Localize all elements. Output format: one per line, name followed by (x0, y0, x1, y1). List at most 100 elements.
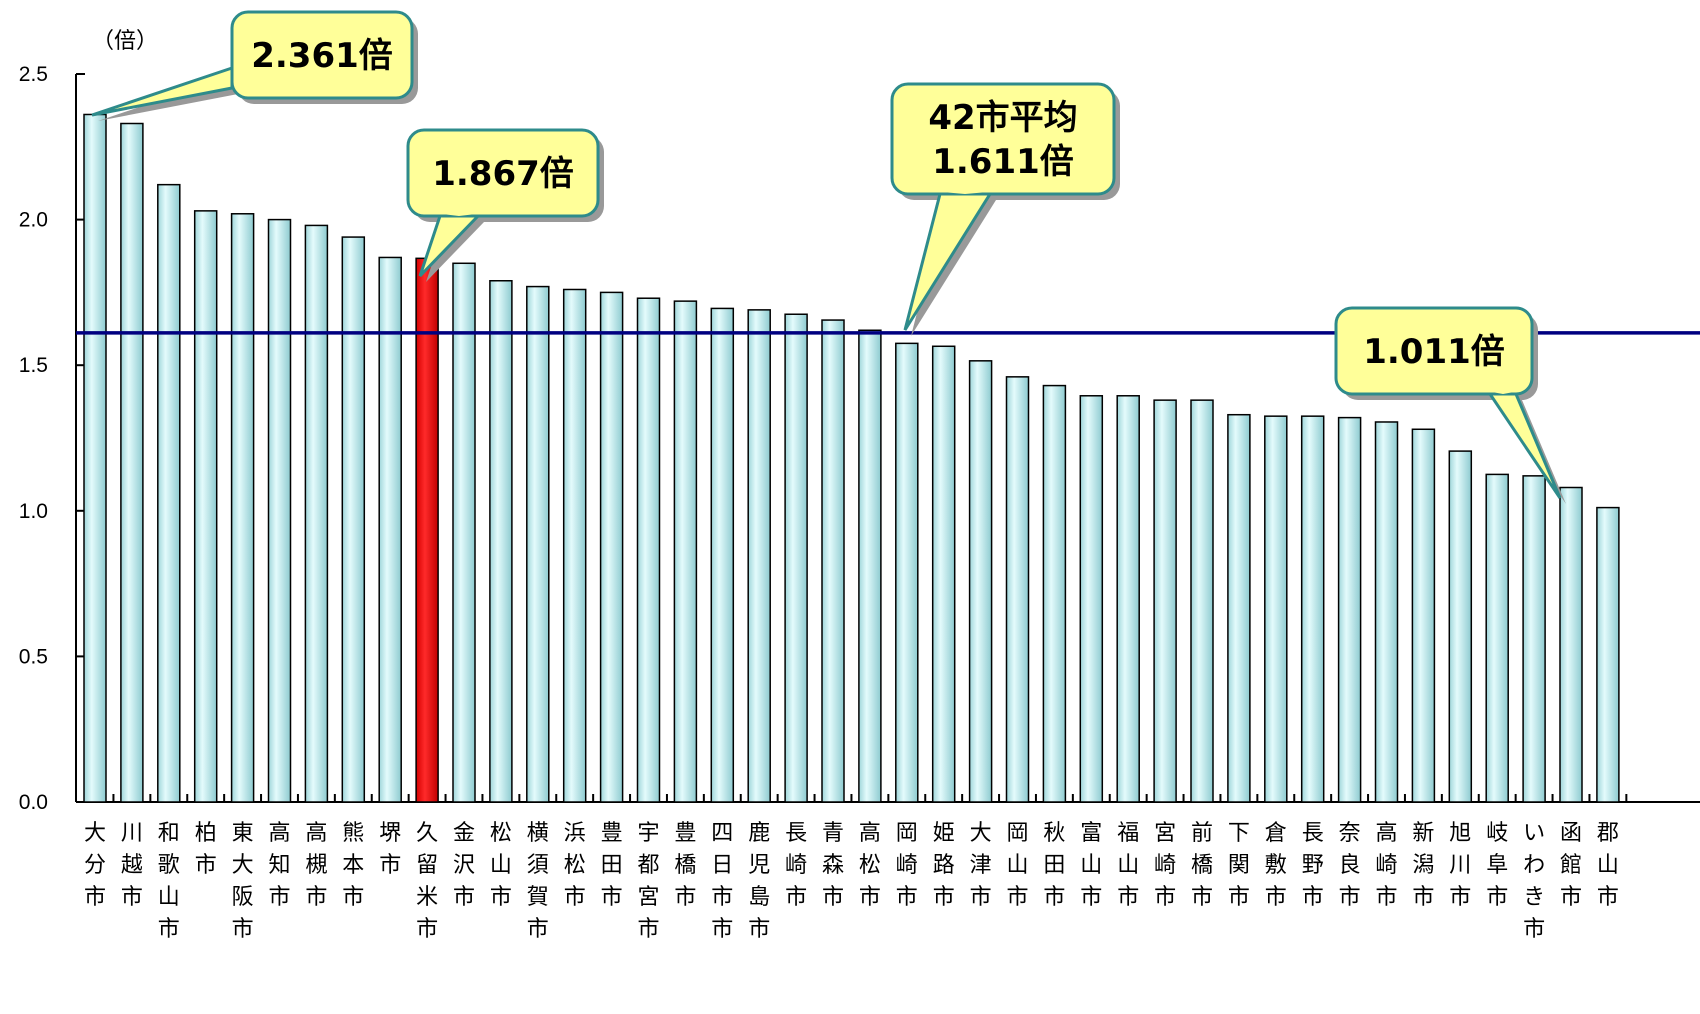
bar (489, 280, 513, 803)
bars (83, 113, 1620, 803)
y-tick-label: 0.0 (19, 791, 48, 814)
bar (452, 262, 476, 803)
callout-text: 2.361倍 (251, 36, 393, 76)
category-label: 郡山市 (1597, 821, 1619, 910)
bar (1374, 421, 1399, 803)
bar (636, 297, 661, 803)
callout-min: 1.011倍 (1334, 306, 1566, 504)
bar (1264, 415, 1288, 803)
category-label: 倉敷市 (1265, 821, 1287, 910)
bar (526, 285, 550, 803)
category-label: 熊本市 (342, 821, 364, 910)
bar (858, 329, 882, 803)
category-label: 豊橋市 (674, 821, 696, 910)
category-label: 大津市 (970, 821, 992, 910)
bar (747, 309, 771, 803)
bar (157, 183, 181, 803)
category-label: 姫路市 (933, 821, 955, 910)
bar (599, 291, 624, 803)
bar (1005, 376, 1030, 803)
y-tick-label: 1.5 (19, 354, 48, 377)
bar (304, 224, 329, 803)
callout-kurume: 1.867倍 (406, 128, 604, 282)
bar (1596, 506, 1620, 803)
category-label: 四日市市 (711, 821, 733, 942)
y-tick-label: 2.5 (19, 63, 48, 86)
bar (710, 307, 735, 803)
category-labels: 大分市川越市和歌山市柏市東大阪市高知市高槻市熊本市堺市久留米市金沢市松山市横須賀… (84, 821, 1619, 942)
bar (1190, 399, 1214, 803)
category-label: 長崎市 (785, 821, 807, 910)
category-label: 宇都宮市 (637, 821, 659, 942)
category-label: 横須賀市 (527, 821, 549, 942)
category-label: 宮崎市 (1154, 821, 1176, 910)
bar (931, 345, 956, 803)
bar-highlight (415, 257, 439, 803)
bar (120, 122, 144, 803)
category-label: 大分市 (84, 821, 106, 910)
category-label: 旭川市 (1449, 821, 1471, 910)
bar (1042, 384, 1067, 803)
category-label: 高松市 (859, 821, 881, 910)
bar (341, 236, 366, 803)
category-label: 岐阜市 (1486, 821, 1508, 910)
category-label: 鹿児島市 (748, 821, 770, 942)
callout-pointer-shadow (911, 200, 996, 336)
category-label: 豊田市 (601, 821, 623, 910)
bar (1227, 413, 1251, 803)
y-tick-label: 2.0 (19, 209, 48, 232)
callout-pointer-shadow (426, 222, 484, 282)
y-unit-label: （倍） (92, 29, 158, 54)
category-label: 金沢市 (453, 821, 475, 910)
bar (1448, 450, 1473, 803)
category-label: 高知市 (268, 821, 290, 910)
bar (378, 256, 402, 803)
category-label: 堺市 (379, 821, 401, 878)
bar (1079, 395, 1104, 803)
bar (895, 342, 919, 803)
category-label: 和歌山市 (158, 821, 180, 942)
category-label: 福山市 (1117, 821, 1139, 910)
callout-pointer (903, 192, 993, 331)
category-label: 長野市 (1302, 821, 1324, 910)
bar (83, 113, 107, 803)
category-label: いわき市 (1523, 821, 1545, 942)
bar (1300, 415, 1325, 803)
bar (1559, 486, 1583, 803)
category-label: 高槻市 (305, 821, 327, 910)
category-label: 久留米市 (416, 821, 438, 942)
bar (1485, 473, 1509, 803)
category-label: 秋田市 (1043, 821, 1065, 910)
category-label: 川越市 (121, 821, 143, 910)
bar (673, 300, 698, 803)
category-label: 新潟市 (1412, 821, 1434, 910)
bar (230, 213, 255, 803)
bar (968, 360, 993, 803)
callout-box (1334, 306, 1534, 396)
category-label: 浜松市 (564, 821, 586, 910)
bar (821, 319, 845, 803)
category-label: 奈良市 (1339, 821, 1361, 910)
y-tick-label: 0.5 (19, 645, 48, 668)
category-label: 東大阪市 (232, 821, 254, 942)
bar (1153, 399, 1177, 803)
callout-max: 2.361倍 (91, 10, 418, 121)
bar (1522, 475, 1546, 803)
bar (562, 288, 587, 803)
callout-text: 1.011倍 (1363, 332, 1505, 372)
callout-box (230, 10, 414, 100)
category-label: 富山市 (1080, 821, 1102, 910)
y-tick-label: 1.0 (19, 500, 48, 523)
category-label: 前橋市 (1191, 821, 1213, 910)
bar (784, 313, 808, 803)
category-label: 高崎市 (1375, 821, 1397, 910)
category-label: 岡山市 (1006, 821, 1028, 910)
bar (1337, 416, 1362, 803)
callout-box (890, 82, 1116, 196)
bar (1411, 428, 1436, 803)
category-label: 青森市 (822, 821, 844, 910)
bar (193, 210, 218, 803)
bar (267, 218, 292, 803)
